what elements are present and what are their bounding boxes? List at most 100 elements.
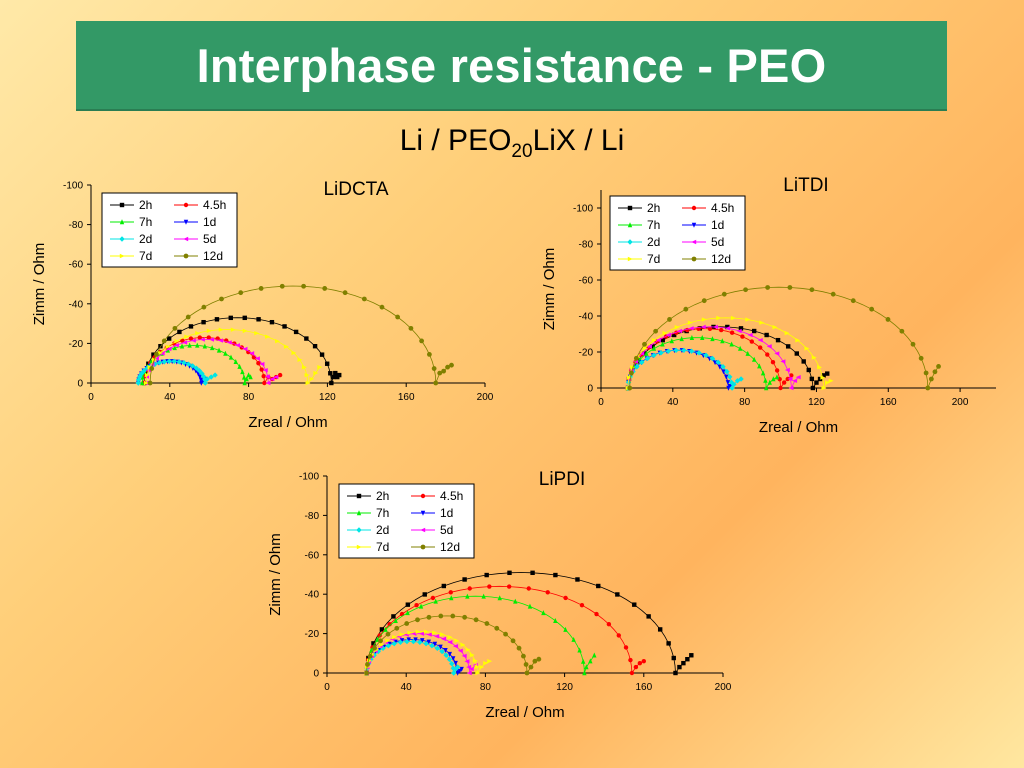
data-point — [447, 634, 453, 640]
data-point — [772, 325, 778, 330]
data-point — [734, 378, 741, 384]
data-point — [627, 385, 633, 391]
data-point — [918, 355, 924, 361]
data-point — [651, 338, 657, 343]
data-point — [179, 343, 185, 349]
data-point — [683, 306, 689, 312]
data-point — [166, 336, 172, 341]
data-point — [418, 603, 424, 609]
data-point — [279, 283, 285, 289]
data-point — [784, 367, 790, 373]
data-point — [228, 315, 233, 321]
data-point — [193, 365, 200, 371]
data-point — [688, 348, 695, 354]
subtitle-subscript: 20 — [511, 141, 533, 162]
data-point — [254, 356, 260, 361]
data-point — [419, 631, 425, 636]
data-point — [313, 370, 319, 376]
legend-marker — [356, 544, 362, 550]
data-point — [615, 592, 620, 597]
data-point — [745, 350, 750, 356]
legend-label: 7h — [647, 218, 660, 232]
data-point — [453, 666, 459, 672]
data-point — [143, 380, 149, 386]
data-point — [450, 613, 456, 619]
data-point — [626, 375, 632, 380]
data-point — [729, 385, 735, 391]
x-tick-label: 200 — [477, 392, 494, 403]
y-tick-label: -20 — [579, 348, 594, 359]
data-point — [526, 586, 531, 591]
legend-marker — [356, 493, 362, 499]
data-point — [651, 352, 657, 358]
series-7h — [364, 593, 597, 676]
legend-marker — [627, 222, 633, 228]
data-point — [197, 374, 203, 380]
subtitle-end: LiX / Li — [532, 124, 625, 157]
legend-label: 1d — [203, 215, 216, 229]
y-axis-label: Zimm / Ohm — [31, 243, 48, 326]
data-point — [575, 577, 580, 582]
data-point — [634, 364, 640, 370]
x-tick-label: 80 — [243, 392, 255, 403]
legend-marker — [627, 239, 633, 245]
data-point — [740, 334, 745, 339]
data-point — [322, 286, 328, 291]
data-point — [392, 634, 398, 640]
data-point — [582, 670, 587, 676]
data-point — [140, 380, 145, 386]
series-12d — [147, 283, 454, 386]
data-point — [202, 380, 208, 386]
data-point — [715, 359, 721, 365]
data-point — [725, 380, 731, 386]
chart-title: LiTDI — [783, 175, 828, 196]
data-point — [431, 366, 437, 371]
data-point — [580, 658, 586, 664]
data-point — [521, 653, 526, 659]
legend-label: 12d — [440, 540, 460, 554]
data-point — [262, 367, 268, 373]
legend-label: 5d — [203, 232, 216, 246]
data-point — [681, 347, 687, 354]
data-point — [248, 374, 253, 380]
data-point — [262, 380, 267, 386]
x-tick-label: 0 — [88, 392, 94, 403]
data-point — [523, 662, 529, 667]
data-point — [426, 614, 432, 620]
data-point — [474, 664, 480, 670]
data-point — [187, 342, 192, 348]
y-tick-label: 0 — [587, 384, 593, 395]
data-point — [709, 355, 716, 362]
legend-label: 2d — [647, 235, 660, 249]
y-tick-label: -20 — [69, 339, 84, 350]
data-point — [166, 346, 172, 352]
series-12d — [364, 613, 542, 676]
data-point — [212, 372, 218, 378]
data-point — [467, 586, 472, 591]
data-point — [433, 598, 438, 604]
legend-label: 4.5h — [203, 198, 226, 212]
x-tick-label: 120 — [556, 682, 573, 693]
data-point — [850, 298, 856, 304]
data-point — [157, 350, 163, 356]
data-point — [337, 372, 342, 378]
data-point — [404, 638, 410, 645]
data-point — [448, 590, 453, 595]
data-point — [716, 315, 722, 321]
data-point — [208, 374, 214, 380]
legend-label: 2h — [139, 198, 152, 212]
x-tick-label: 40 — [401, 682, 413, 693]
series-2d — [363, 638, 461, 676]
series-line — [149, 285, 452, 384]
data-point — [282, 324, 287, 329]
data-point — [291, 350, 297, 356]
legend-marker — [691, 222, 697, 228]
y-tick-label: -40 — [305, 590, 320, 601]
data-point — [806, 367, 811, 373]
legend-label: 1d — [440, 506, 453, 520]
x-tick-label: 200 — [952, 397, 969, 408]
data-point — [629, 670, 635, 676]
data-point — [671, 332, 677, 338]
data-point — [174, 339, 180, 344]
legend-marker — [627, 205, 633, 211]
